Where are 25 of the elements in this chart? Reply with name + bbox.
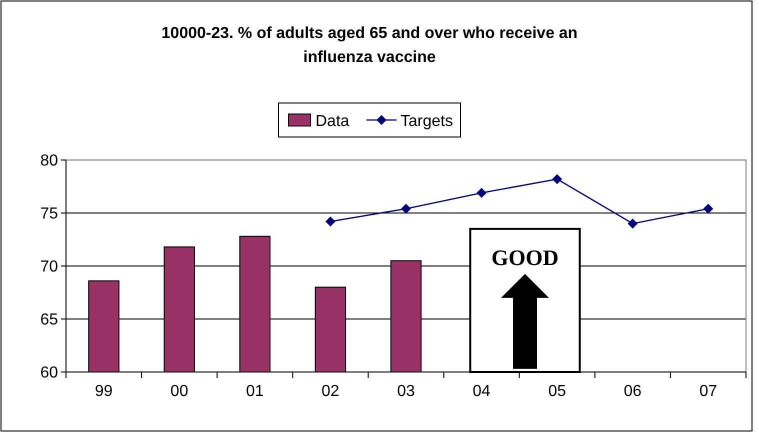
point <box>703 204 714 214</box>
point <box>325 216 336 226</box>
x-tick-label: 01 <box>246 383 264 400</box>
annotation: GOOD <box>491 244 559 270</box>
y-tick-label: 80 <box>40 152 58 170</box>
y-tick-label: 70 <box>40 258 58 276</box>
legend-label: Targets <box>400 113 453 130</box>
x-tick-label: 00 <box>170 383 188 400</box>
y-tick-label: 75 <box>40 206 58 223</box>
x-tick-label: 99 <box>94 383 113 400</box>
sign-panel: GOOD <box>469 228 581 373</box>
y-tick-label: 60 <box>40 364 58 382</box>
y-tick-label: 65 <box>40 312 58 329</box>
point <box>401 204 411 214</box>
x-tick-label: 03 <box>397 383 415 400</box>
x-tick-label: 02 <box>322 383 340 400</box>
point <box>628 218 638 229</box>
point <box>552 174 562 184</box>
x-tick-label: 07 <box>699 383 718 400</box>
x-tick-label: 04 <box>472 383 491 400</box>
x-tick-label: 06 <box>624 383 642 400</box>
chart-title: 10000-23. % of adults aged 65 and over who receive an influenza vaccine <box>161 25 578 66</box>
point <box>476 188 487 198</box>
legend-label: Data <box>316 113 350 130</box>
x-tick-label: 05 <box>548 383 566 400</box>
